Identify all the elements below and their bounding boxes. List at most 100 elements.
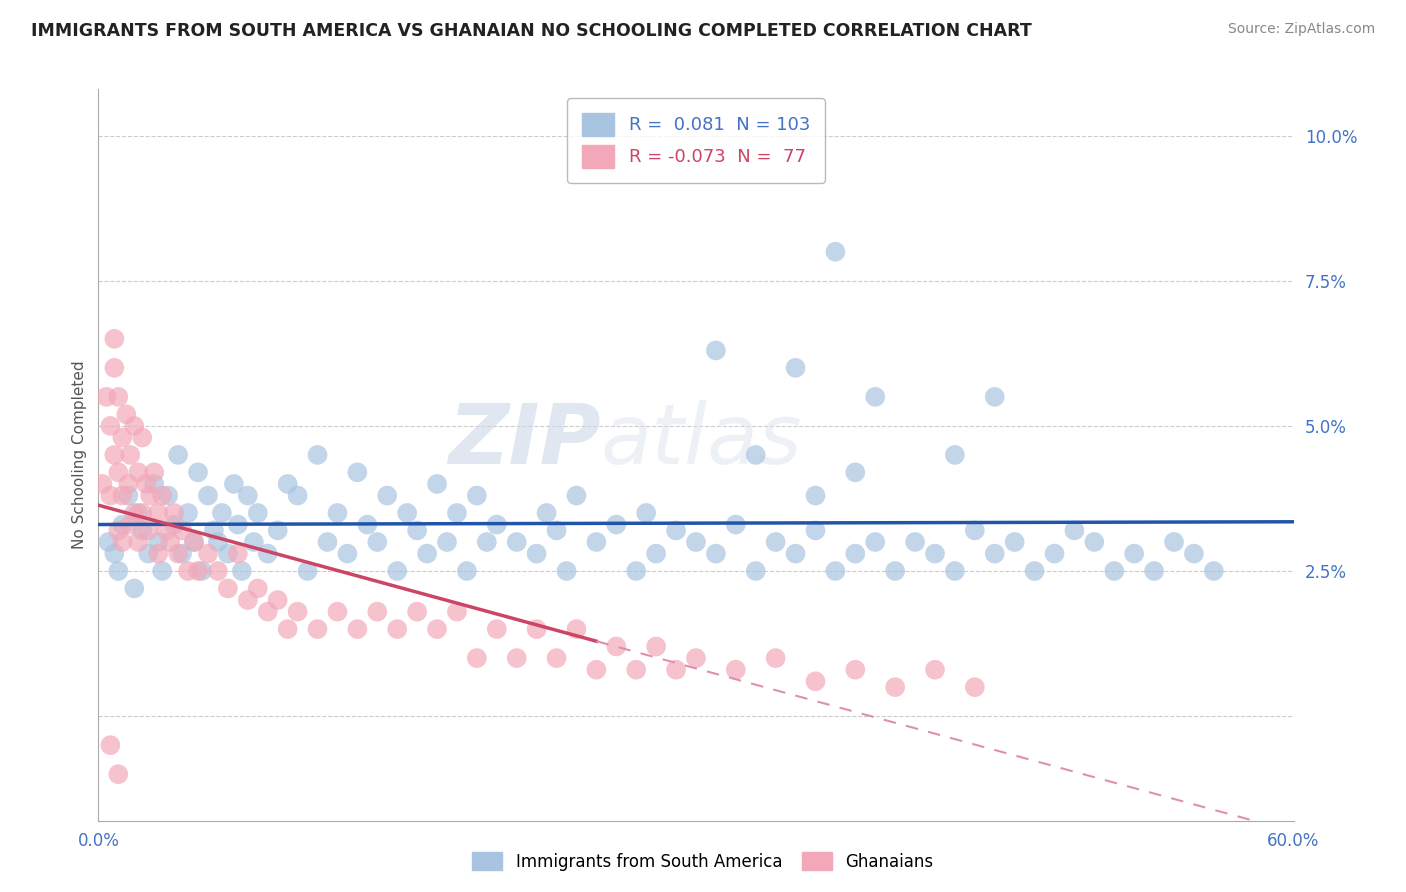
Point [177,506,200,520]
Point [475,535,498,549]
Point [446,506,468,520]
Point [316,535,339,549]
Point [148,547,170,561]
Point [236,593,259,607]
Point [585,535,607,549]
Point [326,605,349,619]
Point [665,663,688,677]
Point [135,477,157,491]
Point [231,564,253,578]
Point [366,535,388,549]
Point [645,547,668,561]
Point [187,564,209,578]
Point [107,524,129,538]
Point [824,564,846,578]
Point [307,622,329,636]
Point [187,466,209,480]
Point [183,535,205,549]
Point [115,407,138,421]
Point [267,524,290,538]
Point [127,466,149,480]
Point [963,524,986,538]
Point [704,547,727,561]
Point [904,535,927,549]
Point [704,343,727,358]
Point [217,582,239,596]
Text: ZIP: ZIP [447,400,600,481]
Y-axis label: No Schooling Completed: No Schooling Completed [72,360,87,549]
Point [91,477,114,491]
Point [1202,564,1225,578]
Point [636,506,658,520]
Point [202,524,225,538]
Point [924,547,946,561]
Point [98,489,122,503]
Point [824,244,846,259]
Point [256,605,278,619]
Point [385,564,409,578]
Point [148,506,170,520]
Point [148,535,170,549]
Point [136,547,159,561]
Point [111,489,134,503]
Point [804,524,827,538]
Point [243,535,266,549]
Point [117,489,139,503]
Point [745,448,768,462]
Point [207,535,229,549]
Point [346,622,368,636]
Point [1024,564,1046,578]
Point [157,489,180,503]
Point [406,605,429,619]
Point [346,466,368,480]
Point [984,390,1007,404]
Point [150,564,173,578]
Point [565,489,588,503]
Point [287,605,309,619]
Point [167,448,190,462]
Point [546,524,568,538]
Point [177,564,200,578]
Point [426,477,449,491]
Point [555,564,578,578]
Point [111,535,134,549]
Point [222,477,245,491]
Point [163,506,186,520]
Point [103,332,125,346]
Point [127,506,149,520]
Point [226,517,249,532]
Point [167,547,190,561]
Point [307,448,329,462]
Point [406,524,429,538]
Point [785,360,807,375]
Point [163,517,186,532]
Point [131,524,153,538]
Point [465,489,488,503]
Point [107,564,129,578]
Point [665,524,688,538]
Point [724,517,747,532]
Point [98,418,122,433]
Point [626,663,648,677]
Point [107,767,129,781]
Point [1104,564,1126,578]
Point [943,564,966,578]
Point [1043,547,1066,561]
Legend: R =  0.081  N = 103, R = -0.073  N =  77: R = 0.081 N = 103, R = -0.073 N = 77 [568,98,824,183]
Point [207,564,229,578]
Point [366,605,388,619]
Point [844,547,866,561]
Point [183,535,205,549]
Point [124,582,146,596]
Point [226,547,249,561]
Point [724,663,747,677]
Point [97,535,120,549]
Point [96,390,118,404]
Point [485,622,508,636]
Point [924,663,946,677]
Point [1083,535,1105,549]
Point [446,605,468,619]
Point [98,738,122,752]
Point [963,680,986,694]
Point [107,466,129,480]
